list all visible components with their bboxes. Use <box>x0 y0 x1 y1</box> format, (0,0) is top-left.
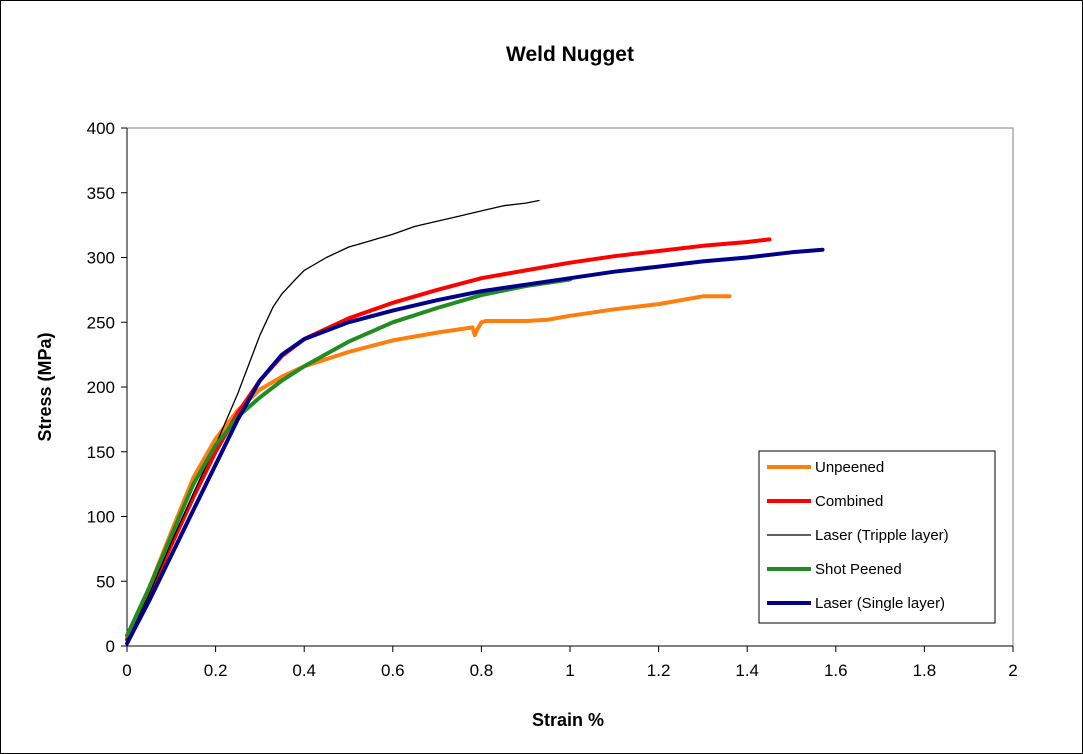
x-tick-label: 1.4 <box>735 661 759 680</box>
y-tick-label: 350 <box>87 184 115 203</box>
x-tick-label: 1.2 <box>647 661 671 680</box>
x-tick-label: 1 <box>565 661 574 680</box>
series-group <box>125 199 825 646</box>
x-tick-label: 0.8 <box>470 661 494 680</box>
y-tick-label: 250 <box>87 313 115 332</box>
series-line-combined <box>125 237 772 642</box>
legend-label: Unpeened <box>815 459 884 476</box>
y-tick-label: 400 <box>87 119 115 138</box>
chart-title: Weld Nugget <box>506 43 634 66</box>
y-axis-ticks: 0 50 100 150 200 250 300 350 400 <box>87 119 127 656</box>
legend-label: Laser (Tripple layer) <box>815 527 949 544</box>
x-tick-label: 0.2 <box>204 661 228 680</box>
y-tick-label: 150 <box>87 443 115 462</box>
legend-label: Combined <box>815 493 883 510</box>
x-axis-ticks: 0 0.2 0.4 0.6 0.8 1 1.2 1.4 1.6 1.8 2 <box>122 646 1018 680</box>
legend-label: Laser (Single layer) <box>815 595 945 612</box>
y-axis-title: Stress (MPa) <box>35 332 55 441</box>
x-axis-title: Strain % <box>532 710 604 730</box>
y-tick-label: 200 <box>87 378 115 397</box>
x-tick-label: 0.4 <box>292 661 316 680</box>
series-line-unpeened <box>125 294 732 642</box>
x-tick-label: 2 <box>1008 661 1017 680</box>
legend: Unpeened Combined Laser (Tripple layer) Sho… <box>758 450 996 624</box>
x-tick-label: 1.8 <box>913 661 937 680</box>
x-tick-label: 1.6 <box>824 661 848 680</box>
x-tick-label: 0.6 <box>381 661 405 680</box>
y-tick-label: 0 <box>106 637 115 656</box>
y-tick-label: 100 <box>87 508 115 527</box>
series-line-laser-single-layer <box>125 247 825 646</box>
series-line-laser-tripple-layer <box>126 199 540 641</box>
series-line-shot-peened <box>125 277 572 638</box>
legend-box <box>758 450 996 624</box>
y-tick-label: 300 <box>87 249 115 268</box>
x-tick-label: 0 <box>122 661 131 680</box>
y-tick-label: 50 <box>96 572 115 591</box>
legend-label: Shot Peened <box>815 561 902 578</box>
